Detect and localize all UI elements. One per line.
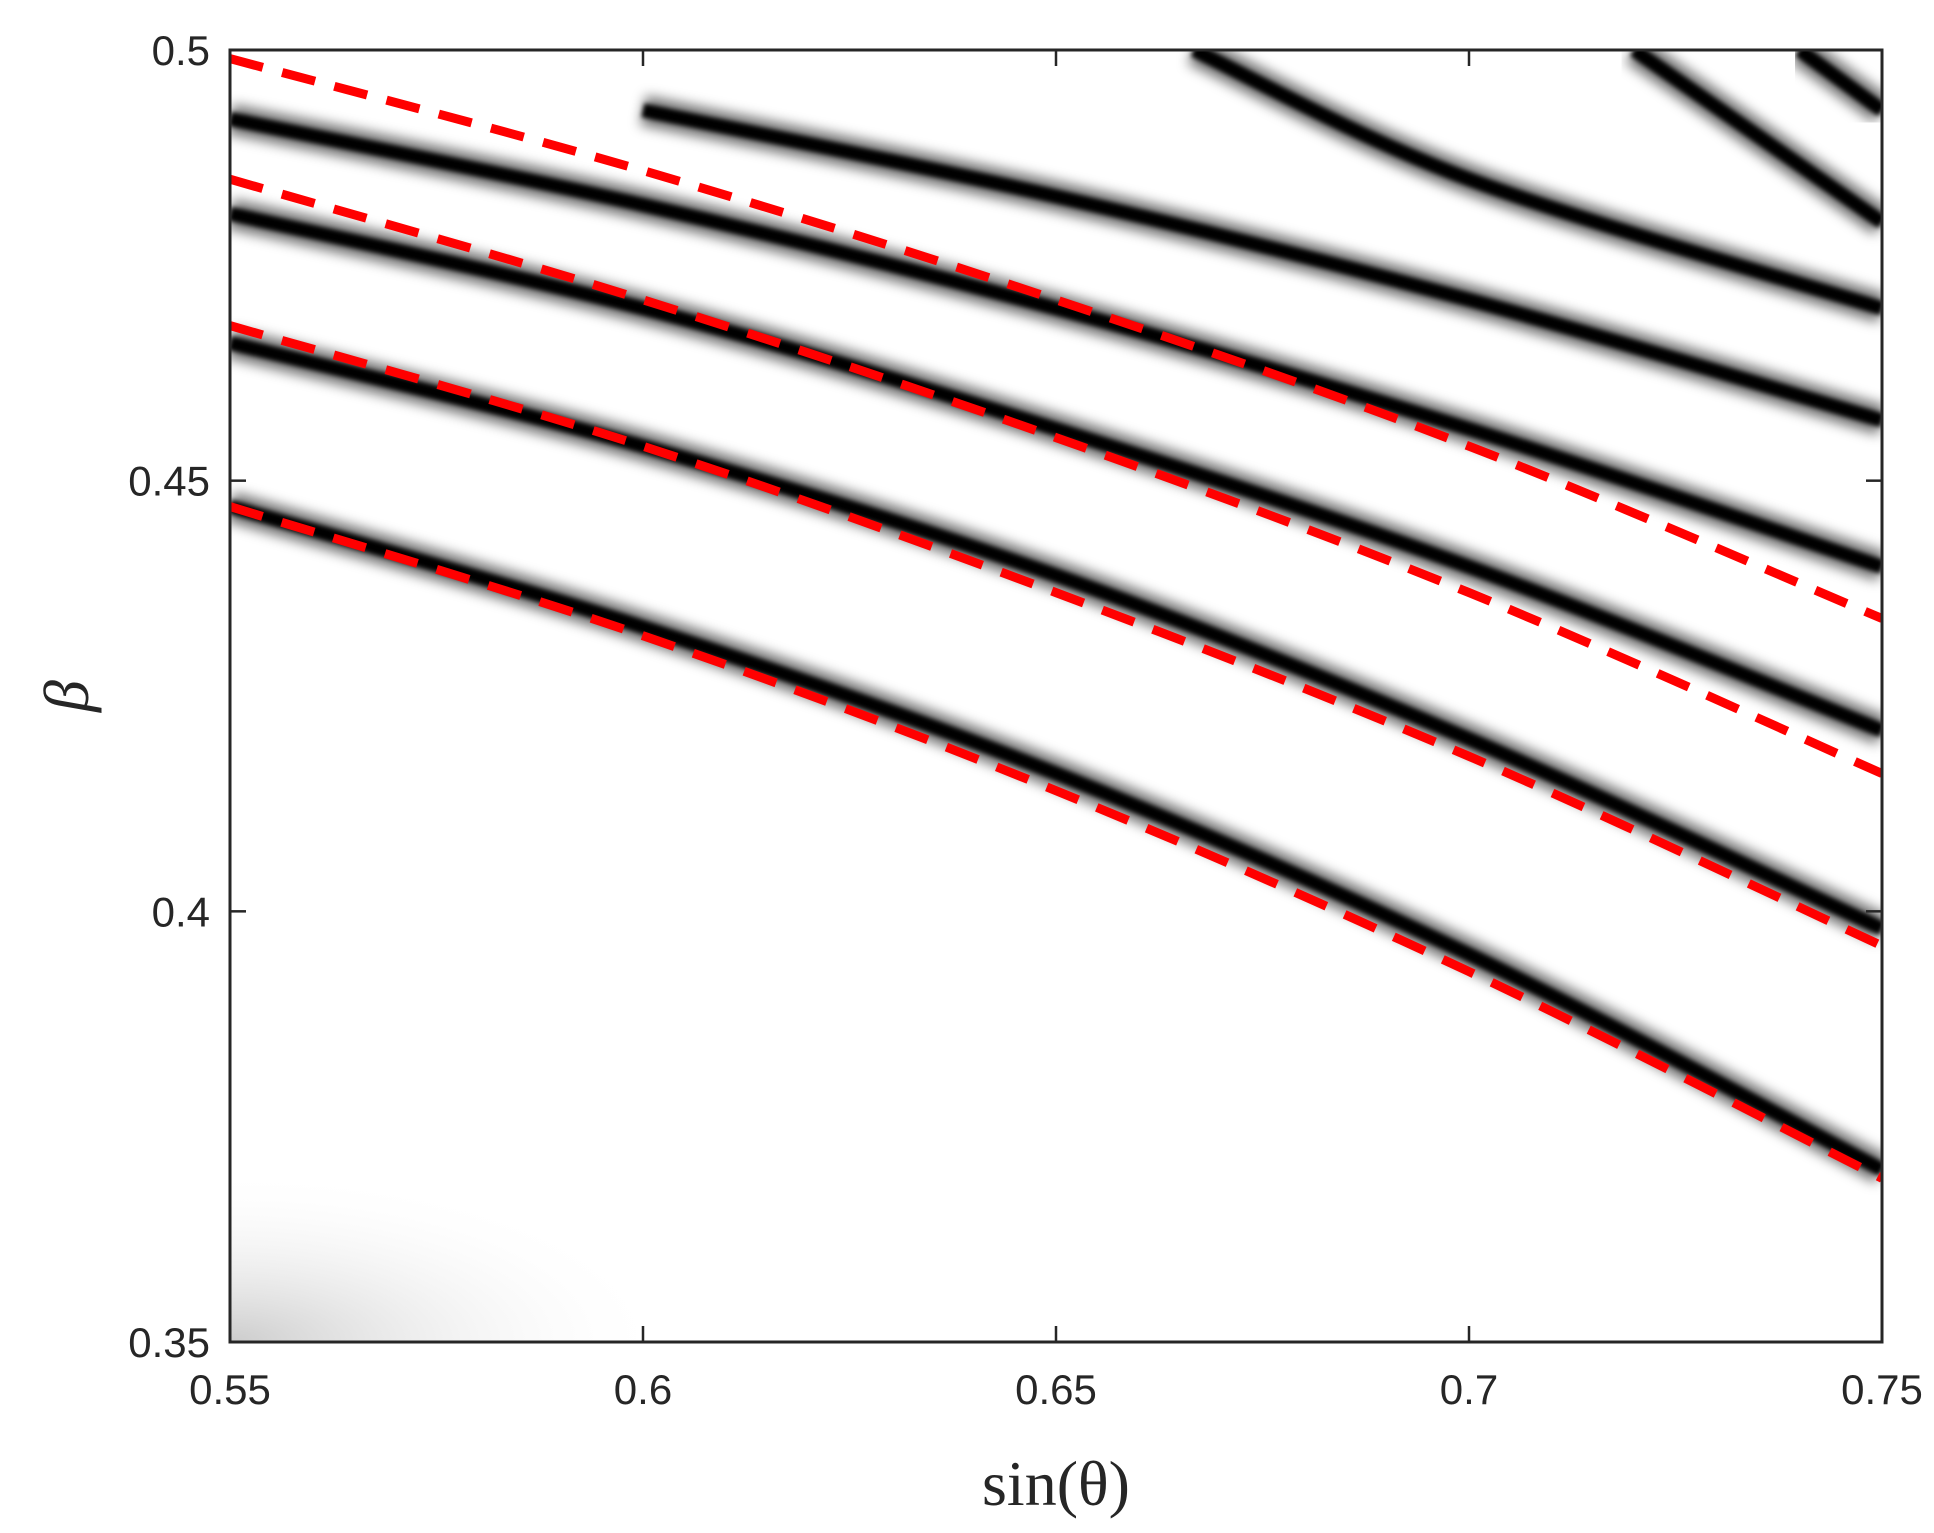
- y-axis-ticks: 0.35 0.4 0.45 0.5: [128, 27, 1882, 1366]
- ridge-1: [230, 499, 1882, 1176]
- corner-shading: [230, 1170, 670, 1342]
- ridge-2: [230, 336, 1882, 935]
- dashed-line-2: [230, 321, 1882, 950]
- y-tick-label: 0.4: [152, 888, 210, 935]
- intensity-ridges: [230, 50, 1882, 1183]
- x-tick-label: 0.55: [189, 1366, 271, 1413]
- x-axis-label: sin(θ): [982, 1448, 1130, 1519]
- y-tick-label: 0.35: [128, 1319, 210, 1366]
- ridge-5: [641, 103, 1882, 428]
- dashed-line-3: [230, 174, 1882, 778]
- y-tick-label: 0.45: [128, 458, 210, 505]
- dashed-line-4: [230, 54, 1882, 623]
- ridge-7: [1630, 50, 1882, 229]
- plot-area: [228, 48, 1884, 1344]
- ridge-8: [1795, 50, 1882, 116]
- x-tick-label: 0.75: [1841, 1366, 1923, 1413]
- x-tick-label: 0.7: [1440, 1366, 1498, 1413]
- ridge-6: [1190, 50, 1882, 316]
- x-tick-label: 0.65: [1015, 1366, 1097, 1413]
- dashed-line-1: [230, 502, 1882, 1183]
- ridge-3: [230, 206, 1882, 738]
- ridge-4: [230, 112, 1882, 574]
- x-axis-ticks: 0.55 0.6 0.65 0.7 0.75: [189, 50, 1923, 1413]
- dashed-series: [230, 54, 1882, 1183]
- y-tick-label: 0.5: [152, 27, 210, 74]
- x-tick-label: 0.6: [614, 1366, 672, 1413]
- y-axis-label: β: [31, 680, 102, 714]
